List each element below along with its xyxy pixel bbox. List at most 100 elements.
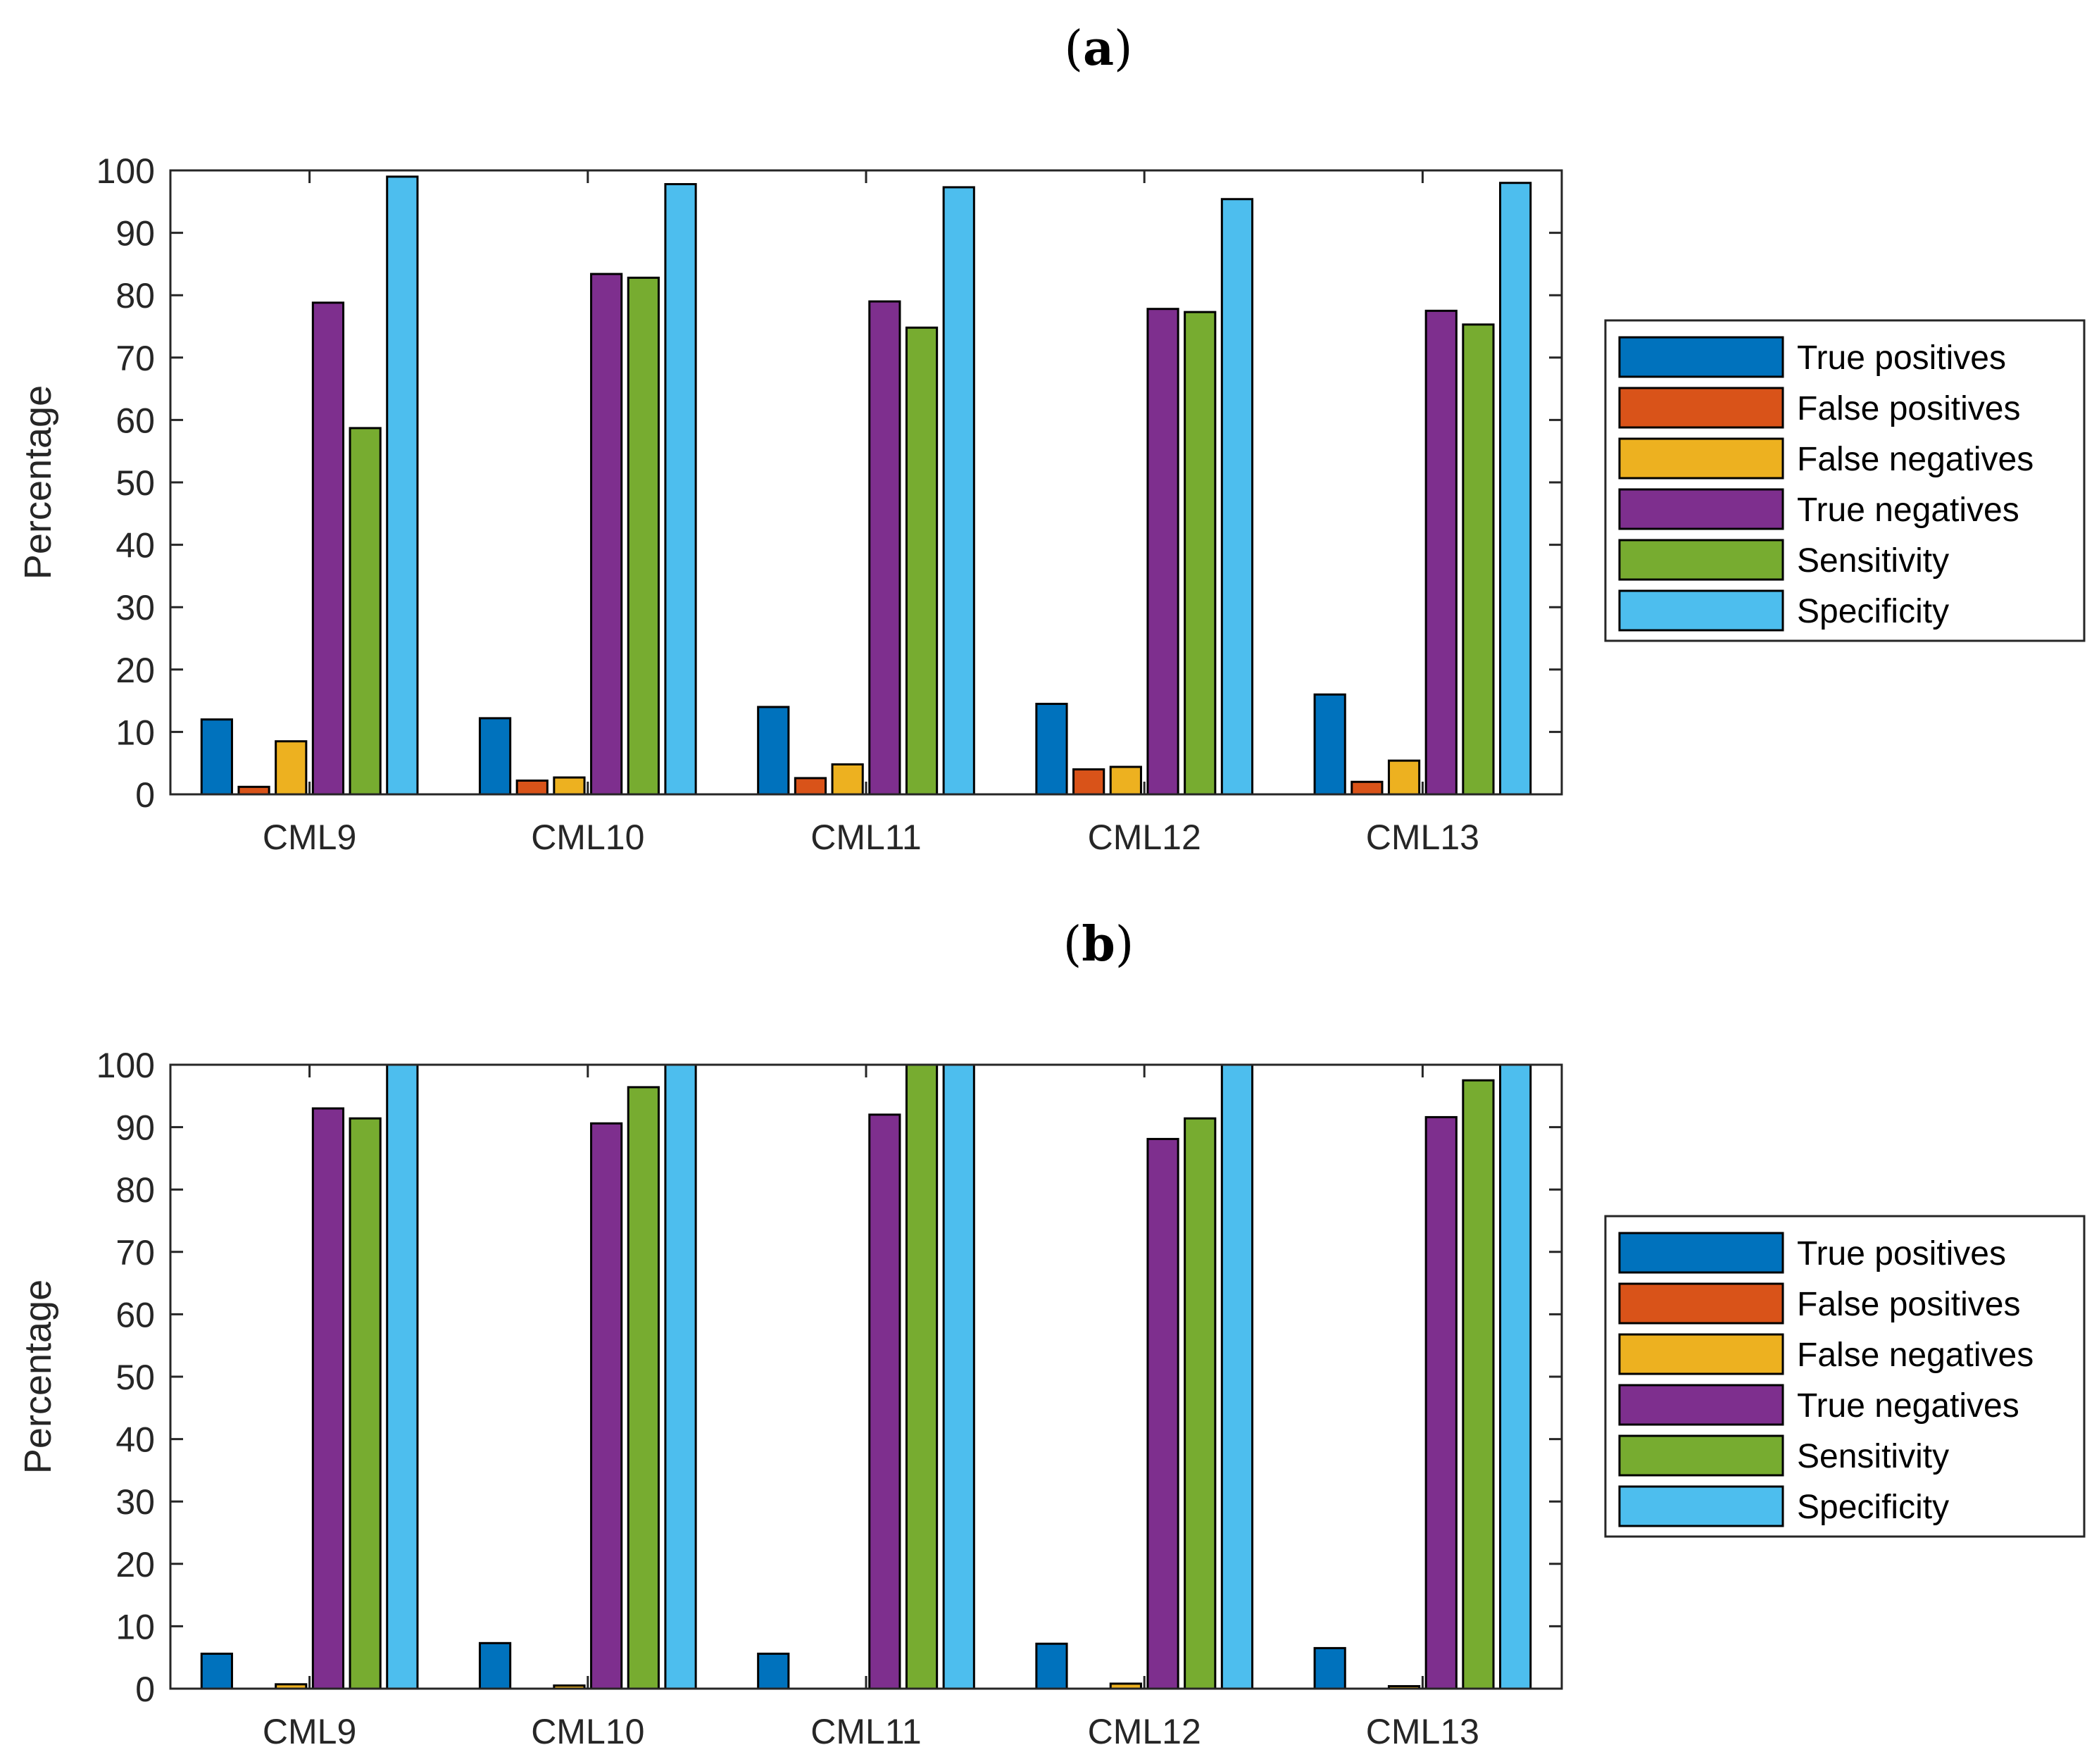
y-tick-label: 0 [135, 1670, 155, 1709]
bar-false-negatives-cml12 [1109, 1682, 1142, 1689]
y-tick-label: 30 [115, 588, 155, 627]
bar-sensitivity-cml12 [1184, 311, 1217, 794]
y-tick-label: 70 [115, 1233, 155, 1272]
legend-swatch [1618, 1384, 1784, 1426]
y-tick-label: 90 [115, 1108, 155, 1148]
bar-true-positives-cml13 [1313, 693, 1346, 794]
y-tick-label: 40 [115, 526, 155, 565]
bar-true-positives-cml9 [200, 718, 233, 794]
y-tick-label: 10 [115, 713, 155, 752]
bars-group [200, 175, 1532, 794]
x-tick-label: CML9 [263, 1712, 356, 1751]
bar-sensitivity-cml9 [349, 1117, 382, 1689]
x-tick-label: CML11 [810, 818, 921, 857]
legend-swatch [1618, 1485, 1784, 1527]
bar-specificity-cml13 [1499, 182, 1532, 794]
panel-label: (a) [1064, 20, 1132, 77]
bar-true-negatives-cml10 [590, 1122, 623, 1689]
bar-true-positives-cml10 [478, 1641, 512, 1689]
y-tick-label: 100 [96, 151, 155, 191]
x-tick-label: CML10 [531, 818, 644, 857]
legend-swatch [1618, 539, 1784, 581]
chart-panel-a: (a) 0 10 20 30 40 50 60 70 80 90 100 CML9 CML10 CML11 C… [17, 20, 2086, 857]
legend-entry: False positives [1797, 390, 2020, 427]
legend-entry: Specificity [1797, 593, 1949, 630]
legend-entry: True positives [1797, 1235, 2006, 1272]
bar-specificity-cml11 [942, 1065, 975, 1689]
legend-swatch [1618, 1232, 1784, 1274]
legend-entry: False positives [1797, 1286, 2020, 1323]
panel-label-letter: b [1082, 916, 1115, 972]
bar-sensitivity-cml9 [349, 427, 382, 794]
y-tick-label: 80 [115, 1170, 155, 1210]
bar-specificity-cml10 [664, 1065, 697, 1689]
legend-swatch [1618, 387, 1784, 429]
legend-swatch [1618, 488, 1784, 530]
bar-true-negatives-cml12 [1146, 308, 1179, 794]
bar-false-positives-cml10 [515, 780, 549, 794]
bar-sensitivity-cml12 [1184, 1117, 1217, 1689]
bar-false-negatives-cml10 [553, 776, 586, 794]
bar-specificity-cml13 [1499, 1065, 1532, 1689]
chart-panel-b: (b) 0 10 20 30 40 50 60 70 80 90 100 CML9 CML10 CML11 C… [17, 916, 2086, 1751]
legend-entry: Specificity [1797, 1489, 1949, 1526]
bar-false-negatives-cml12 [1109, 765, 1142, 794]
legend-entry: True negatives [1797, 492, 2019, 529]
bar-false-positives-cml9 [237, 785, 270, 794]
bar-sensitivity-cml13 [1462, 323, 1495, 794]
bars-group [200, 1065, 1532, 1689]
bar-true-negatives-cml11 [868, 300, 901, 794]
bar-sensitivity-cml11 [905, 326, 939, 794]
axes-frame [169, 1063, 1563, 1690]
y-axis-label: Percentage [17, 385, 59, 580]
panel-label-open: ( [1063, 917, 1082, 972]
bar-specificity-cml11 [942, 186, 975, 794]
bar-true-positives-cml11 [757, 706, 790, 794]
bar-true-positives-cml13 [1313, 1646, 1346, 1689]
legend-entry: True positives [1797, 339, 2006, 377]
legend-swatch [1618, 1333, 1784, 1375]
bar-true-negatives-cml12 [1146, 1137, 1179, 1689]
panel-label-close: ) [1115, 917, 1134, 972]
legend-swatch [1618, 336, 1784, 378]
bar-false-negatives-cml11 [831, 763, 864, 794]
bar-false-negatives-cml9 [275, 740, 308, 794]
legend-swatch [1618, 1282, 1784, 1325]
bar-false-positives-cml11 [794, 777, 827, 794]
x-tick-label: CML12 [1088, 818, 1201, 857]
x-tick-label: CML11 [810, 1712, 921, 1751]
bar-true-positives-cml11 [757, 1652, 790, 1689]
bar-false-negatives-cml9 [275, 1683, 308, 1689]
bar-sensitivity-cml10 [627, 276, 660, 794]
bar-false-negatives-cml13 [1387, 1684, 1421, 1689]
bar-sensitivity-cml10 [627, 1086, 660, 1689]
y-axis-label: Percentage [17, 1280, 59, 1474]
axes-frame [169, 169, 1563, 796]
y-tick-label: 80 [115, 276, 155, 315]
y-tick-label: 60 [115, 401, 155, 440]
bar-false-positives-cml12 [1072, 768, 1105, 794]
bar-specificity-cml12 [1220, 1065, 1254, 1689]
legend-swatch [1618, 589, 1784, 632]
x-tick-label: CML13 [1366, 1712, 1479, 1751]
y-tick-label: 20 [115, 651, 155, 690]
bar-true-negatives-cml9 [311, 301, 345, 794]
y-tick-label: 10 [115, 1607, 155, 1646]
legend-entry: True negatives [1797, 1387, 2019, 1425]
y-tick-label: 100 [96, 1046, 155, 1085]
bar-specificity-cml9 [386, 175, 419, 794]
bar-specificity-cml12 [1220, 198, 1254, 794]
y-tick-label: 90 [115, 214, 155, 254]
panel-label-close: ) [1114, 21, 1133, 77]
panel-label: (b) [1063, 916, 1134, 972]
y-tick-label: 50 [115, 1358, 155, 1397]
bar-specificity-cml10 [664, 182, 697, 794]
y-tick-label: 50 [115, 463, 155, 503]
legend-entry: Sensitivity [1797, 542, 1949, 580]
legend-entry: False negatives [1797, 441, 2034, 478]
bar-false-negatives-cml13 [1387, 759, 1421, 794]
bar-specificity-cml9 [386, 1065, 419, 1689]
legend-swatch [1618, 1434, 1784, 1477]
bar-sensitivity-cml11 [905, 1065, 939, 1689]
bar-true-negatives-cml13 [1424, 309, 1458, 794]
